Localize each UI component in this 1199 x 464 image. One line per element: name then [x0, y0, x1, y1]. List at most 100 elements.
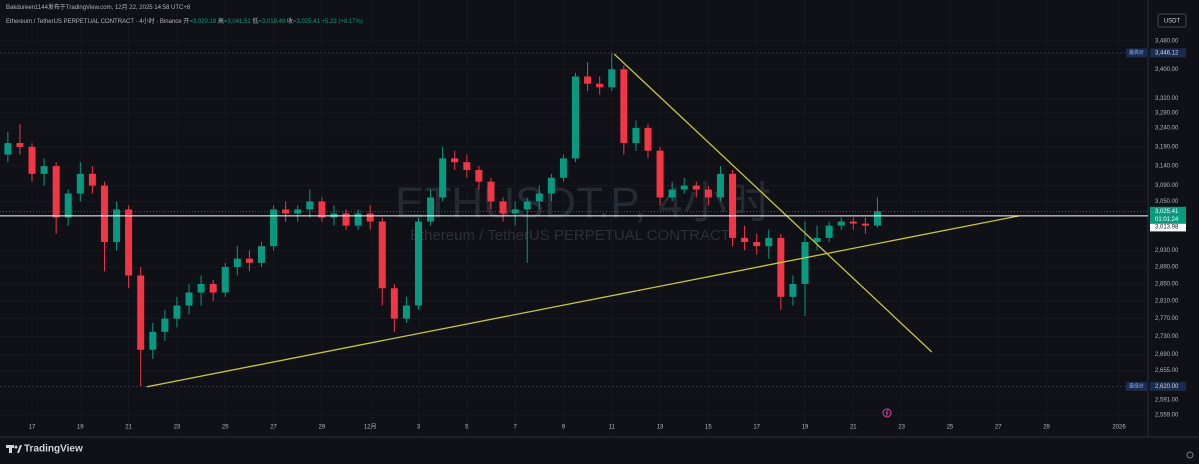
x-tick-label: 17 [753, 425, 760, 431]
y-tick-label: 2,690.00 [1155, 352, 1179, 358]
candle-body [716, 173, 724, 198]
candle-body [173, 305, 181, 319]
candle-body [572, 76, 580, 159]
ohlc-label: 高 [217, 19, 224, 25]
candle-body [475, 169, 483, 182]
candle-body [729, 173, 737, 238]
y-tick-label: 2,591.00 [1155, 397, 1179, 403]
candle-body [366, 213, 374, 222]
y-tick-label: 3,140.00 [1155, 164, 1179, 170]
candle-body [439, 158, 447, 198]
candle-body [837, 221, 845, 226]
candle-body [765, 237, 773, 247]
y-tick-label: 3,320.00 [1155, 96, 1179, 102]
x-tick-label: 9 [562, 425, 566, 431]
candle-body [52, 166, 60, 218]
candle-body [64, 193, 72, 218]
candle-body [741, 237, 749, 243]
candle-body [378, 221, 386, 289]
x-tick-label: 3 [417, 425, 421, 431]
candle-body [257, 246, 265, 263]
candle-body [644, 127, 652, 151]
candle-body [451, 158, 459, 163]
candle-body [149, 331, 157, 350]
candle-body [620, 69, 628, 144]
x-tick-label: 21 [850, 425, 857, 431]
candle-body [535, 193, 543, 202]
candle-body [692, 185, 700, 190]
candle-body [487, 181, 495, 202]
symbol-info: Ethereum / TetherUS PERPETUAL CONTRACT ·… [6, 16, 363, 25]
candle-body [753, 242, 761, 247]
currency[interactable]: USDT [1164, 19, 1181, 25]
x-tick-label: 5 [465, 425, 469, 431]
candle-body [704, 189, 712, 198]
candle-body [40, 166, 48, 174]
candle-body [113, 209, 121, 243]
price-marker-box [1150, 381, 1186, 391]
y-tick-label: 3,400.00 [1155, 67, 1179, 73]
last-price-box [1150, 206, 1186, 224]
currency-box[interactable] [1157, 13, 1187, 28]
x-tick-label: 27 [270, 425, 277, 431]
ohlc-value: =3,041.51 [223, 19, 251, 25]
candle-body [342, 213, 350, 226]
x-tick-label: 23 [898, 425, 905, 431]
y-tick-label: 2,730.00 [1155, 334, 1179, 340]
countdown: 01:01:24 [1155, 217, 1179, 223]
brand-logo [6, 445, 22, 453]
plot [0, 0, 1148, 437]
author-line: Bakdureen1144发布于TradingView.com, 12月 22,… [6, 5, 191, 11]
candle-body [28, 146, 36, 174]
y-tick-label: 3,190.00 [1155, 144, 1179, 150]
y-tick-label: 3,280.00 [1155, 111, 1179, 117]
y-tick-label: 2,930.00 [1155, 248, 1179, 254]
logo-part [14, 445, 18, 449]
ohlc-values: 开=3,020.18 高=3,041.51 低=3,018.40 收=3,025… [183, 19, 321, 25]
logo-part [9, 445, 12, 453]
y-tick-label: 3,090.00 [1155, 183, 1179, 189]
x-tick-label: 11 [609, 425, 616, 431]
x-tick-label: 7 [513, 425, 517, 431]
change: +5.23 (+0.17%) [321, 19, 363, 25]
candle-body [849, 221, 857, 224]
candle-body [511, 209, 519, 214]
candle-body [547, 177, 555, 194]
candle-body [125, 209, 133, 276]
price-marker-label: 2,620.00 [1155, 384, 1179, 390]
candle-body [825, 225, 833, 238]
x-tick-label: 12月 [364, 424, 377, 431]
x-tick-label: 15 [705, 425, 712, 431]
x-tick-label: 13 [657, 425, 664, 431]
candle-body [499, 201, 507, 214]
candle-body [306, 201, 314, 210]
x-tick-label: 25 [947, 425, 954, 431]
price-marker-name-box [1126, 48, 1147, 58]
settings-icon[interactable] [1186, 451, 1194, 459]
candle-body [185, 292, 193, 306]
x-tick-label: 29 [1043, 425, 1050, 431]
candle-body [523, 201, 531, 210]
candle-body [801, 242, 809, 284]
candle-body [4, 143, 12, 155]
candle-body [245, 258, 253, 263]
y-tick-label: 2,810.00 [1155, 299, 1179, 305]
candle-body [656, 150, 664, 198]
ohlc-value: =3,018.40 [258, 19, 286, 25]
candle-body [88, 173, 96, 186]
candle-body [221, 267, 229, 293]
candle-body [789, 283, 797, 297]
ohlc-label: 开 [183, 19, 190, 25]
y-tick-label: 2,655.00 [1155, 368, 1179, 374]
candle-body [197, 283, 205, 293]
candle-body [559, 158, 567, 178]
event-marker[interactable] [882, 408, 892, 418]
trendline [613, 53, 933, 353]
candle-body [100, 185, 108, 243]
y-tick-label: 2,559.00 [1155, 413, 1179, 419]
candle-body [137, 275, 145, 350]
x-tick-label: 23 [174, 425, 181, 431]
y-tick-label: 3,050.00 [1155, 199, 1179, 205]
last-price-label: 3,025.41 [1155, 209, 1179, 215]
